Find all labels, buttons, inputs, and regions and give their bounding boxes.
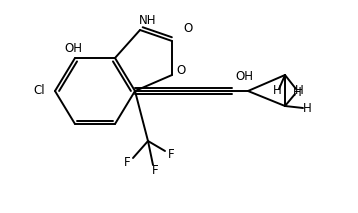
Text: H: H bbox=[273, 85, 281, 98]
Text: O: O bbox=[176, 65, 186, 78]
Text: OH: OH bbox=[235, 71, 253, 83]
Text: H: H bbox=[303, 102, 311, 115]
Text: H: H bbox=[295, 85, 303, 98]
Text: F: F bbox=[152, 164, 158, 177]
Text: O: O bbox=[183, 23, 193, 36]
Text: F: F bbox=[124, 157, 130, 170]
Text: Cl: Cl bbox=[33, 85, 45, 98]
Text: H: H bbox=[292, 85, 301, 98]
Text: NH: NH bbox=[139, 14, 157, 27]
Text: OH: OH bbox=[64, 42, 82, 55]
Text: F: F bbox=[168, 148, 174, 161]
